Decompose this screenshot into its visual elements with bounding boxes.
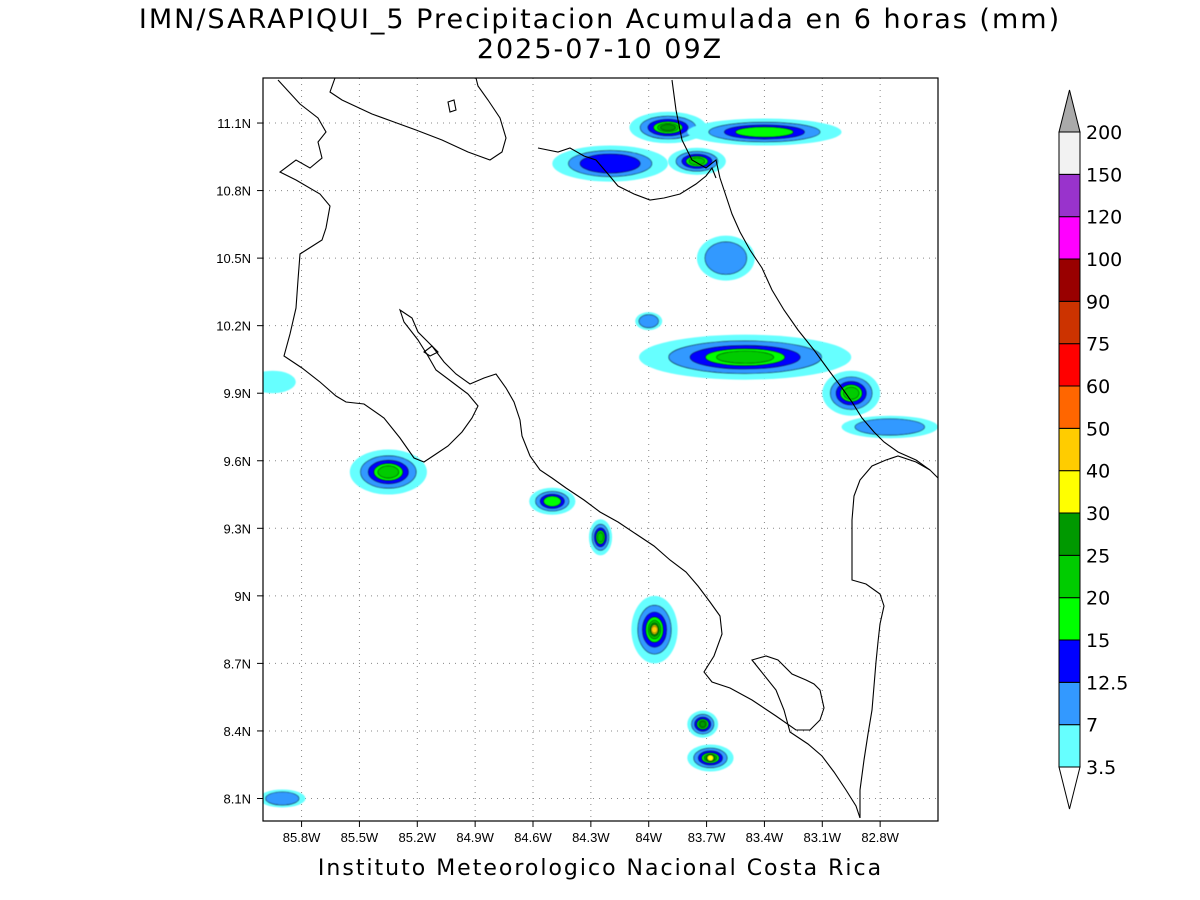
colorbar-label: 40	[1086, 461, 1110, 483]
colorbar-segment	[1058, 724, 1081, 768]
precip-cell	[706, 754, 714, 762]
colorbar-label: 200	[1086, 122, 1122, 144]
colorbar-label: 60	[1086, 376, 1110, 398]
precip-cell	[543, 495, 562, 507]
colorbar-segment	[1058, 554, 1081, 599]
y-tick-label: 11.1N	[217, 116, 251, 131]
colorbar-label: 100	[1086, 249, 1122, 271]
colorbar-label: 7	[1086, 715, 1098, 737]
precip-cell	[265, 791, 300, 806]
colorbar-label: 3.5	[1086, 757, 1116, 779]
colorbar-segment	[1058, 681, 1081, 726]
colorbar-above-arrow	[1058, 89, 1081, 133]
precip-cell	[597, 532, 604, 543]
colorbar-label: 150	[1086, 164, 1122, 186]
x-tick-label: 84.6W	[514, 830, 552, 845]
precip-cell	[854, 418, 925, 436]
map-background	[263, 78, 938, 821]
colorbar-segment	[1058, 470, 1081, 514]
x-tick-label: 83.1W	[803, 830, 841, 845]
colorbar-segment	[1058, 385, 1081, 429]
map-title: IMN/SARAPIQUI_5 Precipitacion Acumulada …	[138, 4, 1062, 35]
colorbar-label: 120	[1086, 207, 1122, 229]
precip-cell	[651, 625, 658, 634]
colorbar-segment	[1058, 131, 1081, 175]
y-tick-label: 10.5N	[216, 251, 251, 266]
precip-cell	[579, 153, 641, 174]
colorbar-segment	[1058, 639, 1081, 683]
x-tick-label: 84.3W	[572, 830, 610, 845]
colorbar-label: 75	[1086, 334, 1110, 356]
x-tick-label: 82.8W	[861, 830, 899, 845]
x-tick-label: 85.5W	[341, 830, 379, 845]
x-tick-label: 85.8W	[283, 830, 321, 845]
precip-cell	[660, 124, 676, 131]
colorbar-legend: 3.5 7 12.5 15 20 25 30 40 50 60 75 90 100 120 150 200	[1058, 89, 1128, 810]
precipitation-field	[263, 111, 938, 808]
y-tick-label: 8.1N	[224, 791, 251, 806]
colorbar-segment	[1058, 258, 1081, 302]
colorbar-segment	[1058, 300, 1081, 345]
precip-cell	[716, 350, 774, 364]
colorbar-segment	[1058, 427, 1081, 472]
y-tick-label: 9N	[234, 589, 251, 604]
precip-cell	[699, 720, 707, 728]
x-tick-label: 83.4W	[746, 830, 784, 845]
latitude-axis: 11.1N 10.8N 10.5N 10.2N 9.9N 9.6N 9.3N 9N 8.7N 8.…	[216, 116, 263, 806]
x-tick-label: 85.2W	[398, 830, 436, 845]
y-tick-label: 9.9N	[224, 386, 251, 401]
colorbar-label: 30	[1086, 503, 1110, 525]
y-tick-label: 9.3N	[224, 521, 251, 536]
map-valid-time: 2025-07-10 09Z	[476, 34, 724, 65]
y-tick-label: 9.6N	[224, 454, 251, 469]
precip-cell	[735, 126, 794, 138]
colorbar-label: 25	[1086, 545, 1110, 567]
colorbar-below-arrow	[1058, 766, 1081, 810]
precip-cell	[263, 370, 296, 394]
coastline-borders	[277, 78, 938, 819]
colorbar-label: 12.5	[1086, 672, 1128, 694]
longitude-axis: 85.8W 85.5W 85.2W 84.9W 84.6W 84.3W 84W 83.7W 83…	[283, 821, 900, 845]
y-tick-label: 10.2N	[216, 319, 251, 334]
x-tick-label: 84W	[635, 830, 662, 845]
x-tick-label: 84.9W	[456, 830, 494, 845]
colorbar-label: 15	[1086, 630, 1110, 652]
precip-cell	[704, 241, 747, 275]
precip-cell	[688, 157, 706, 166]
x-tick-label: 83.7W	[688, 830, 726, 845]
colorbar-segment	[1058, 343, 1081, 387]
precip-cell	[638, 314, 659, 328]
y-tick-label: 10.8N	[216, 184, 251, 199]
precip-cell	[377, 465, 400, 479]
colorbar-segment	[1058, 512, 1081, 556]
colorbar-label: 90	[1086, 291, 1110, 313]
footer-credit: Instituto Meteorologico Nacional Costa R…	[317, 856, 884, 881]
map-frame	[262, 77, 939, 822]
y-tick-label: 8.4N	[224, 724, 251, 739]
colorbar-segment	[1058, 216, 1081, 260]
y-tick-label: 8.7N	[224, 656, 251, 671]
colorbar-segment	[1058, 173, 1081, 218]
colorbar-segment	[1058, 597, 1081, 641]
colorbar-label: 20	[1086, 588, 1110, 610]
colorbar-label: 50	[1086, 418, 1110, 440]
